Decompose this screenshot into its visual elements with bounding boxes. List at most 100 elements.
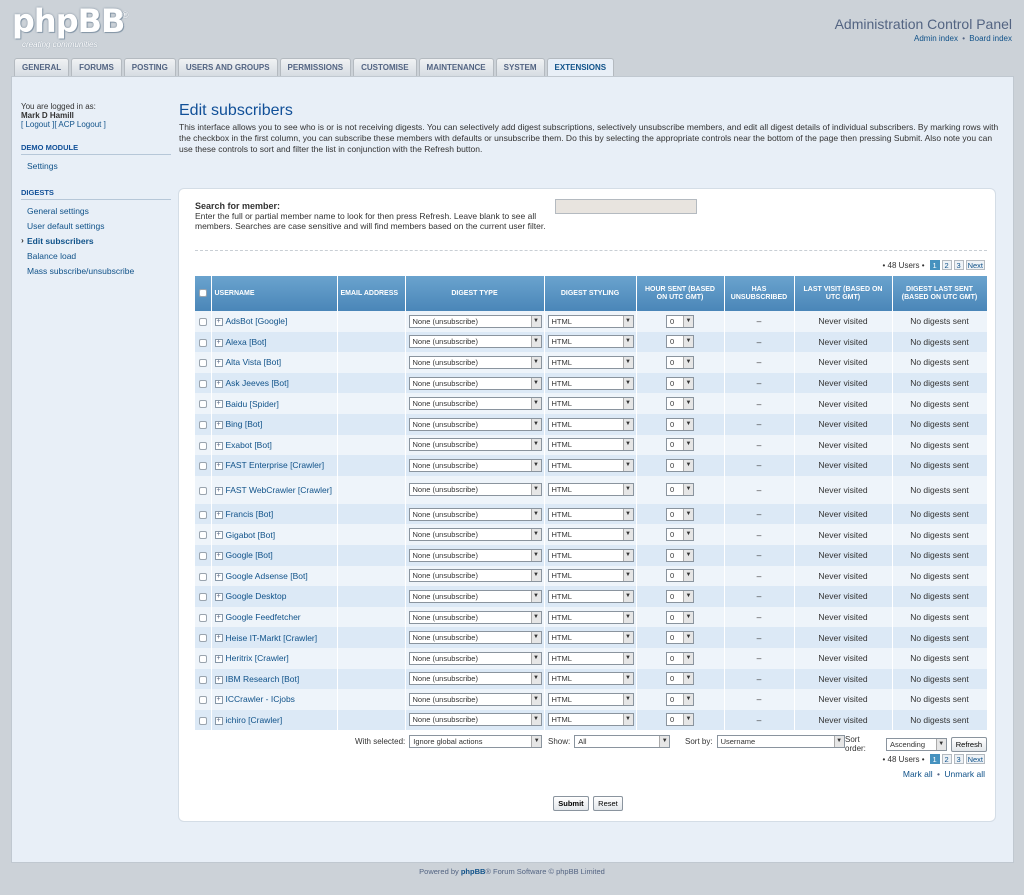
hour-sent-select[interactable]: 0 ▼ [666,610,694,624]
row-checkbox[interactable] [198,593,207,602]
digest-styling-select[interactable]: HTML ▼ [547,548,634,562]
hour-sent-select[interactable]: 0 ▼ [666,314,694,328]
sidebar-item-balance-load[interactable]: Balance load [27,251,77,261]
sort-by-select[interactable]: Username ▼ [716,735,845,748]
username-link[interactable]: Alta Vista [Bot] [225,357,282,368]
digest-type-select[interactable]: None (unsubscribe) ▼ [408,335,542,349]
next-page-button[interactable]: Next [965,260,985,270]
sidebar-item-general-settings[interactable]: General settings [27,206,89,216]
row-checkbox[interactable] [198,510,207,519]
expand-icon[interactable]: + [214,462,223,471]
digest-type-select[interactable]: None (unsubscribe) ▼ [408,438,542,452]
digest-type-select[interactable]: None (unsubscribe) ▼ [408,397,542,411]
sidebar-item-edit-subscribers[interactable]: Edit subscribers [21,234,171,249]
expand-icon[interactable]: + [214,716,223,725]
expand-icon[interactable]: + [214,338,223,347]
hour-sent-select[interactable]: 0 ▼ [666,507,694,521]
row-checkbox[interactable] [198,531,207,540]
digest-styling-select[interactable]: HTML ▼ [547,314,634,328]
member-search-input[interactable] [555,199,697,214]
username-link[interactable]: Google Desktop [225,591,287,602]
digest-type-select[interactable]: None (unsubscribe) ▼ [408,355,542,369]
hour-sent-select[interactable]: 0 ▼ [666,335,694,349]
page-3-button[interactable]: 3 [953,260,964,270]
tab-maintenance[interactable]: Maintenance [418,58,494,76]
digest-type-select[interactable]: None (unsubscribe) ▼ [408,528,542,542]
expand-icon[interactable]: + [214,400,223,409]
row-checkbox[interactable] [198,421,207,430]
digest-styling-select[interactable]: HTML ▼ [547,417,634,431]
row-checkbox[interactable] [198,486,207,495]
tab-system[interactable]: System [495,58,545,76]
digest-styling-select[interactable]: HTML ▼ [547,507,634,521]
digest-styling-select[interactable]: HTML ▼ [547,651,634,665]
digest-styling-select[interactable]: HTML ▼ [547,483,634,497]
digest-styling-select[interactable]: HTML ▼ [547,610,634,624]
digest-styling-select[interactable]: HTML ▼ [547,397,634,411]
refresh-button[interactable]: Refresh [950,736,987,752]
username-link[interactable]: Gigabot [Bot] [225,529,276,540]
expand-icon[interactable]: + [214,531,223,540]
username-link[interactable]: FAST Enterprise [Crawler] [225,460,325,471]
row-checkbox[interactable] [198,654,207,663]
sidebar-item-user-default-settings[interactable]: User default settings [27,221,105,231]
digest-type-select[interactable]: None (unsubscribe) ▼ [408,713,542,727]
sidebar-item-settings[interactable]: Settings [27,161,58,171]
username-link[interactable]: Heritrix [Crawler] [225,653,289,664]
expand-icon[interactable]: + [214,675,223,684]
row-checkbox[interactable] [198,338,207,347]
tab-extensions[interactable]: Extensions [546,58,615,77]
hour-sent-select[interactable]: 0 ▼ [666,458,694,472]
hour-sent-select[interactable]: 0 ▼ [666,417,694,431]
hour-sent-select[interactable]: 0 ▼ [666,355,694,369]
reset-button[interactable]: Reset [593,796,623,811]
next-page-button-bottom[interactable]: Next [965,754,985,764]
expand-icon[interactable]: + [214,359,223,368]
expand-icon[interactable]: + [214,379,223,388]
logout-link[interactable]: [ Logout ] [21,120,55,129]
username-link[interactable]: Baidu [Spider] [225,398,279,409]
row-checkbox[interactable] [198,462,207,471]
username-link[interactable]: Heise IT-Markt [Crawler] [225,632,318,643]
username-link[interactable]: ichiro [Crawler] [225,714,283,725]
username-link[interactable]: Google [Bot] [225,550,273,561]
acp-logout-link[interactable]: [ ACP Logout ] [54,120,106,129]
show-select[interactable]: All ▼ [574,735,671,748]
digest-styling-select[interactable]: HTML ▼ [547,376,634,390]
expand-icon[interactable]: + [214,486,223,495]
expand-icon[interactable]: + [214,510,223,519]
row-checkbox[interactable] [198,359,207,368]
expand-icon[interactable]: + [214,593,223,602]
row-checkbox[interactable] [198,441,207,450]
unmark-all-link[interactable]: Unmark all [944,769,985,779]
digest-styling-select[interactable]: HTML ▼ [547,335,634,349]
page-2-button[interactable]: 2 [941,260,952,270]
submit-button[interactable]: Submit [553,796,589,811]
digest-styling-select[interactable]: HTML ▼ [547,631,634,645]
hour-sent-select[interactable]: 0 ▼ [666,713,694,727]
expand-icon[interactable]: + [214,318,223,327]
digest-type-select[interactable]: None (unsubscribe) ▼ [408,548,542,562]
digest-type-select[interactable]: None (unsubscribe) ▼ [408,610,542,624]
username-link[interactable]: Exabot [Bot] [225,439,272,450]
tab-forums[interactable]: Forums [71,58,122,76]
digest-type-select[interactable]: None (unsubscribe) ▼ [408,589,542,603]
row-checkbox[interactable] [198,572,207,581]
tab-users-and-groups[interactable]: Users and groups [177,58,278,76]
expand-icon[interactable]: + [214,572,223,581]
page-1-button-bottom[interactable]: 1 [929,754,940,764]
username-link[interactable]: Ask Jeeves [Bot] [225,378,289,389]
username-link[interactable]: AdsBot [Google] [225,316,288,327]
digest-styling-select[interactable]: HTML ▼ [547,692,634,706]
expand-icon[interactable]: + [214,421,223,430]
with-selected-select[interactable]: Ignore global actions ▼ [409,735,543,748]
hour-sent-select[interactable]: 0 ▼ [666,483,694,497]
digest-type-select[interactable]: None (unsubscribe) ▼ [408,376,542,390]
digest-type-select[interactable]: None (unsubscribe) ▼ [408,507,542,521]
username-link[interactable]: Francis [Bot] [225,509,274,520]
digest-styling-select[interactable]: HTML ▼ [547,672,634,686]
digest-type-select[interactable]: None (unsubscribe) ▼ [408,483,542,497]
board-index-link[interactable]: Board index [969,34,1012,43]
hour-sent-select[interactable]: 0 ▼ [666,589,694,603]
username-link[interactable]: FAST WebCrawler [Crawler] [225,484,332,495]
